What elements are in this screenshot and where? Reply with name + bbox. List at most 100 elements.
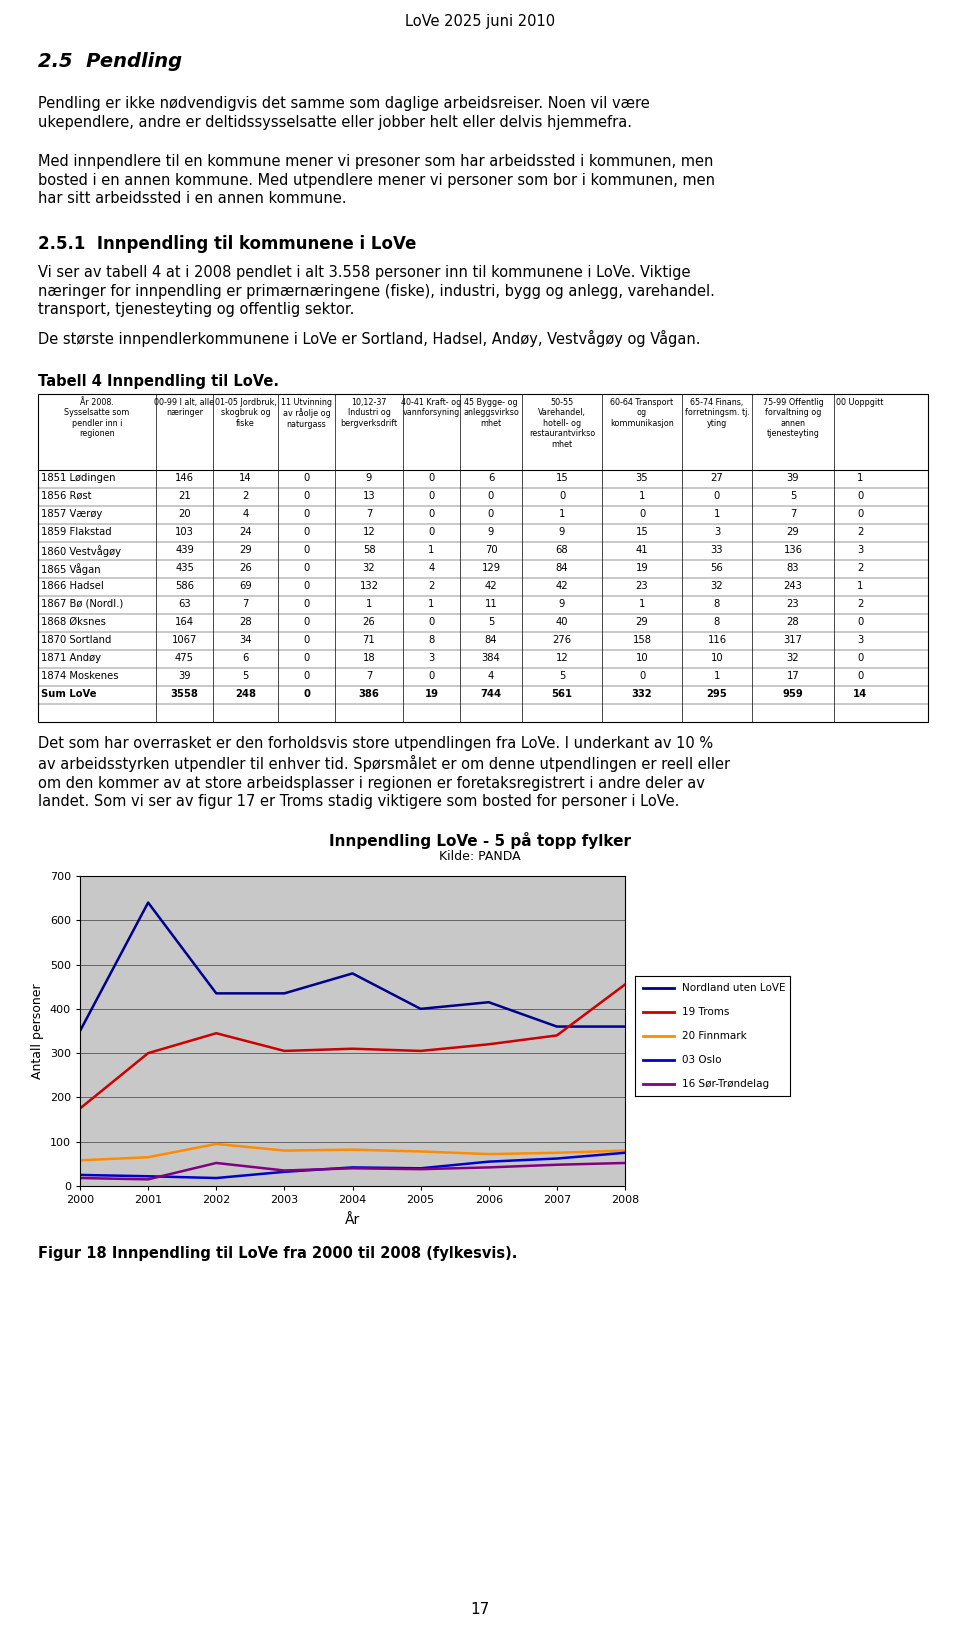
Text: 116: 116 — [708, 636, 727, 646]
Text: 3558: 3558 — [171, 688, 199, 698]
Text: 1856 Røst: 1856 Røst — [41, 491, 91, 501]
Text: 15: 15 — [636, 527, 648, 537]
Text: De største innpendlerkommunene i LoVe er Sortland, Hadsel, Andøy, Vestvågøy og V: De største innpendlerkommunene i LoVe er… — [38, 329, 701, 348]
Text: 50-55
Varehandel,
hotell- og
restaurantvirkso
mhet: 50-55 Varehandel, hotell- og restaurantv… — [529, 399, 595, 448]
Text: 561: 561 — [551, 688, 572, 698]
Text: 00 Uoppgitt: 00 Uoppgitt — [836, 399, 884, 407]
Text: År 2008.
Sysselsatte som
pendler inn i
regionen: År 2008. Sysselsatte som pendler inn i r… — [64, 399, 130, 438]
Text: 23: 23 — [636, 581, 648, 591]
Text: 8: 8 — [714, 618, 720, 628]
Text: 34: 34 — [239, 636, 252, 646]
Text: 10: 10 — [710, 652, 723, 664]
Text: 01-05 Jordbruk,
skogbruk og
fiske: 01-05 Jordbruk, skogbruk og fiske — [215, 399, 276, 428]
Text: 1: 1 — [366, 600, 372, 609]
Text: 0: 0 — [428, 527, 435, 537]
Text: 103: 103 — [175, 527, 194, 537]
Text: 15: 15 — [556, 473, 568, 483]
Text: 10: 10 — [636, 652, 648, 664]
Text: 4: 4 — [428, 563, 435, 573]
Text: 9: 9 — [559, 600, 565, 609]
Text: 586: 586 — [175, 581, 194, 591]
Text: 41: 41 — [636, 545, 648, 555]
Text: 11 Utvinning
av råolje og
naturgass: 11 Utvinning av råolje og naturgass — [281, 399, 332, 428]
Text: Det som har overrasket er den forholdsvis store utpendlingen fra LoVe. I underka: Det som har overrasket er den forholdsvi… — [38, 736, 731, 809]
Text: 19 Troms: 19 Troms — [682, 1006, 729, 1016]
Text: 0: 0 — [714, 491, 720, 501]
Text: 1: 1 — [428, 545, 435, 555]
Text: Kilde: PANDA: Kilde: PANDA — [439, 850, 521, 863]
Text: 0: 0 — [638, 670, 645, 680]
Text: 29: 29 — [636, 618, 648, 628]
Text: 3: 3 — [714, 527, 720, 537]
Text: 42: 42 — [556, 581, 568, 591]
Text: 0: 0 — [303, 600, 310, 609]
Text: 39: 39 — [179, 670, 191, 680]
Text: 24: 24 — [239, 527, 252, 537]
Text: 19: 19 — [424, 688, 439, 698]
Text: 0: 0 — [559, 491, 565, 501]
Text: 32: 32 — [710, 581, 723, 591]
Text: 439: 439 — [175, 545, 194, 555]
Text: 136: 136 — [783, 545, 803, 555]
Text: 0: 0 — [303, 527, 310, 537]
Text: 1: 1 — [638, 600, 645, 609]
Text: 1: 1 — [638, 491, 645, 501]
Text: 1851 Lødingen: 1851 Lødingen — [41, 473, 115, 483]
Text: 1860 Vestvågøy: 1860 Vestvågøy — [41, 545, 121, 557]
Text: 475: 475 — [175, 652, 194, 664]
Text: 28: 28 — [786, 618, 800, 628]
Text: 5: 5 — [488, 618, 494, 628]
Text: 29: 29 — [786, 527, 800, 537]
Text: 164: 164 — [175, 618, 194, 628]
X-axis label: År: År — [345, 1214, 360, 1227]
Text: 0: 0 — [488, 491, 494, 501]
Text: 1866 Hadsel: 1866 Hadsel — [41, 581, 104, 591]
Text: 1857 Værøy: 1857 Værøy — [41, 509, 103, 519]
Text: LoVe 2025 juni 2010: LoVe 2025 juni 2010 — [405, 15, 555, 30]
Text: 13: 13 — [363, 491, 375, 501]
Text: 84: 84 — [485, 636, 497, 646]
Text: 2: 2 — [857, 600, 863, 609]
Text: Innpendling LoVe - 5 på topp fylker: Innpendling LoVe - 5 på topp fylker — [329, 832, 631, 848]
Text: Figur 18 Innpendling til LoVe fra 2000 til 2008 (fylkesvis).: Figur 18 Innpendling til LoVe fra 2000 t… — [38, 1247, 517, 1262]
Text: Tabell 4 Innpendling til LoVe.: Tabell 4 Innpendling til LoVe. — [38, 374, 279, 389]
Text: 3: 3 — [428, 652, 435, 664]
Text: 12: 12 — [556, 652, 568, 664]
Text: 744: 744 — [480, 688, 501, 698]
Text: 158: 158 — [633, 636, 652, 646]
Text: 248: 248 — [235, 688, 256, 698]
Text: 69: 69 — [239, 581, 252, 591]
Text: 68: 68 — [556, 545, 568, 555]
Text: 1: 1 — [428, 600, 435, 609]
Text: 12: 12 — [363, 527, 375, 537]
Text: 295: 295 — [707, 688, 728, 698]
Text: 243: 243 — [783, 581, 803, 591]
Text: 03 Oslo: 03 Oslo — [682, 1056, 721, 1066]
Text: 0: 0 — [303, 473, 310, 483]
Text: 0: 0 — [428, 491, 435, 501]
Text: 7: 7 — [366, 509, 372, 519]
Text: 28: 28 — [239, 618, 252, 628]
Text: 1: 1 — [857, 473, 863, 483]
Text: 6: 6 — [488, 473, 494, 483]
Text: 8: 8 — [428, 636, 435, 646]
Text: 7: 7 — [242, 600, 249, 609]
Text: 2: 2 — [242, 491, 249, 501]
Text: 32: 32 — [786, 652, 800, 664]
Text: 0: 0 — [303, 509, 310, 519]
Text: 20: 20 — [179, 509, 191, 519]
Text: 56: 56 — [710, 563, 724, 573]
Text: Vi ser av tabell 4 at i 2008 pendlet i alt 3.558 personer inn til kommunene i Lo: Vi ser av tabell 4 at i 2008 pendlet i a… — [38, 265, 715, 318]
Bar — [38, 394, 928, 721]
Text: 18: 18 — [363, 652, 375, 664]
Text: Sum LoVe: Sum LoVe — [41, 688, 97, 698]
Text: 9: 9 — [488, 527, 494, 537]
Text: 129: 129 — [481, 563, 500, 573]
Text: 65-74 Finans,
forretningsm. tj.
yting: 65-74 Finans, forretningsm. tj. yting — [684, 399, 750, 428]
Text: 1867 Bø (Nordl.): 1867 Bø (Nordl.) — [41, 600, 123, 609]
Text: 33: 33 — [710, 545, 723, 555]
Text: 14: 14 — [852, 688, 867, 698]
Text: 1871 Andøy: 1871 Andøy — [41, 652, 101, 664]
Text: 9: 9 — [366, 473, 372, 483]
Text: 0: 0 — [303, 688, 310, 698]
